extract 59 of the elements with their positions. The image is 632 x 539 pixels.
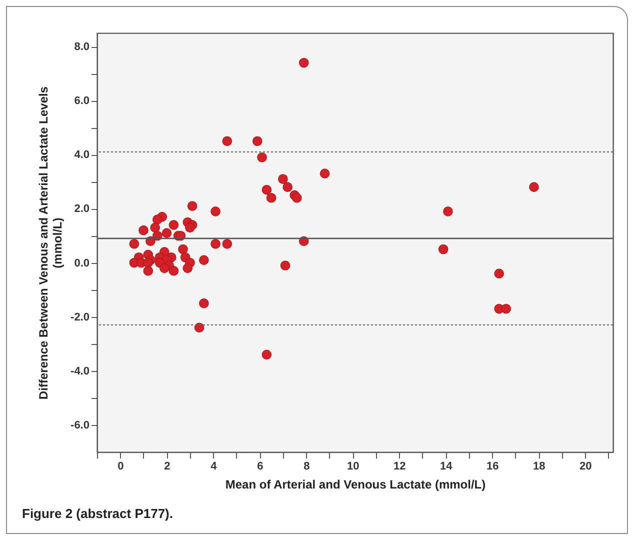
- x-tick-label: 12: [394, 460, 406, 472]
- point: [182, 263, 193, 274]
- point: [210, 206, 220, 216]
- point: [266, 192, 276, 203]
- x-tick-label: 18: [532, 460, 546, 472]
- x-tick-label: 16: [486, 460, 499, 472]
- point: [152, 214, 162, 224]
- point: [159, 263, 170, 274]
- y-tick-label: -2.0: [70, 311, 90, 324]
- point: [194, 322, 204, 333]
- x-tick-label: 0: [118, 460, 124, 472]
- point: [262, 350, 272, 360]
- point: [210, 238, 220, 249]
- y-tick-label: -4.0: [70, 365, 90, 378]
- x-tick-label: 10: [347, 460, 360, 472]
- x-tick-label: 4: [210, 460, 218, 472]
- point: [199, 255, 209, 265]
- point: [257, 152, 267, 162]
- point: [143, 258, 154, 268]
- point: [222, 136, 232, 146]
- x-tick-label: 20: [579, 460, 592, 472]
- point: [185, 222, 195, 233]
- point: [129, 238, 140, 249]
- point: [438, 244, 448, 254]
- point: [529, 182, 539, 192]
- point: [443, 206, 453, 216]
- x-tick-label: 14: [440, 460, 454, 472]
- point: [138, 225, 148, 236]
- point: [187, 201, 198, 211]
- point: [278, 174, 288, 184]
- y-tick-label: 0.0: [74, 257, 90, 270]
- y-tick-label: 2.0: [74, 203, 90, 216]
- point: [162, 228, 172, 238]
- x-tick-label: 8: [304, 460, 310, 472]
- point: [282, 182, 293, 192]
- point: [320, 168, 330, 178]
- point: [292, 192, 302, 203]
- y-tick-label: 4.0: [74, 149, 90, 162]
- point: [262, 184, 272, 195]
- point: [143, 266, 154, 276]
- x-axis-title: Mean of Arterial and Venous Lactate (mmol/L): [225, 478, 486, 492]
- point: [168, 266, 179, 276]
- point: [150, 222, 160, 233]
- point: [199, 298, 209, 308]
- point: [298, 58, 309, 68]
- y-axis-title: Difference Between Venous and Arterial Lactate Levels (mmol/L): [36, 86, 65, 400]
- y-tick-label: 6.0: [74, 95, 90, 108]
- caption: Figure 2 (abstract P177).: [22, 506, 173, 521]
- x-tick-label: 2: [164, 460, 170, 472]
- x-tick-label: 6: [257, 460, 264, 472]
- point: [501, 304, 511, 314]
- point: [222, 238, 232, 249]
- y-tick-label: -6.0: [70, 419, 90, 432]
- point: [178, 244, 188, 254]
- point: [494, 268, 504, 278]
- point: [252, 136, 262, 146]
- point: [280, 260, 290, 270]
- point: [168, 220, 179, 230]
- y-tick-label: 8.0: [74, 41, 90, 54]
